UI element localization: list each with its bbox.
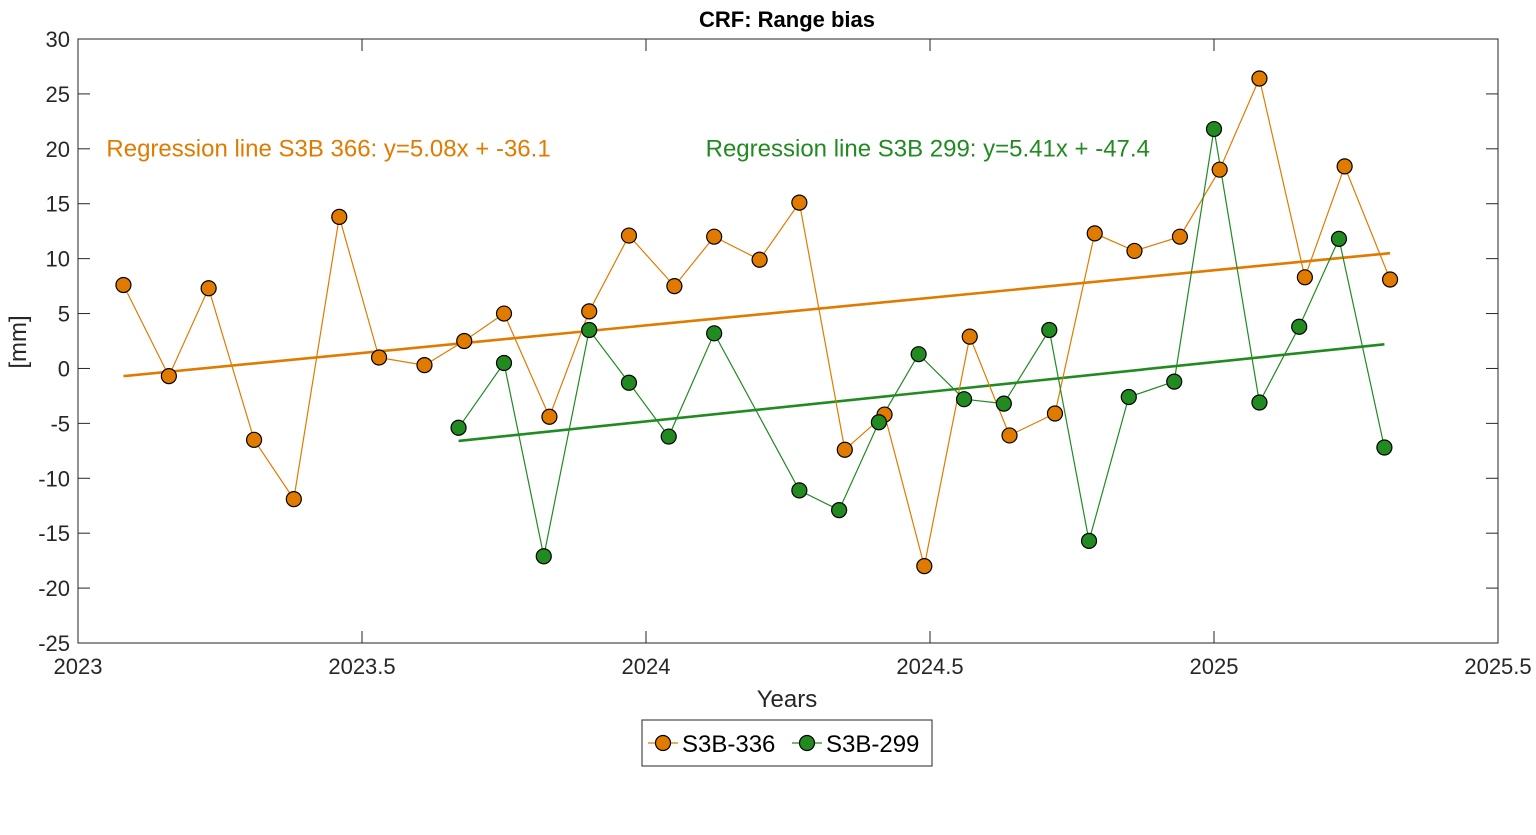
data-point — [416, 357, 433, 374]
data-point — [791, 482, 808, 499]
x-tick-label: 2023.5 — [328, 654, 395, 679]
data-point — [535, 548, 552, 565]
data-point — [870, 414, 887, 431]
x-tick-label: 2024 — [622, 654, 671, 679]
regression-lines — [123, 251, 1391, 443]
y-tick-label: 15 — [46, 192, 70, 217]
data-point — [541, 408, 558, 425]
data-point — [495, 305, 513, 322]
data-point — [1046, 405, 1064, 422]
y-axis-title: [mm] — [5, 315, 32, 368]
legend-label: S3B-299 — [826, 731, 919, 758]
data-point — [1376, 439, 1393, 456]
data-point — [581, 303, 598, 320]
legend-marker — [798, 734, 816, 752]
data-point — [1330, 230, 1348, 247]
data-point — [1251, 394, 1268, 411]
y-tick-label: -10 — [38, 466, 70, 491]
data-point — [620, 374, 638, 391]
data-point — [581, 321, 598, 339]
data-point — [916, 558, 933, 575]
legend-label: S3B-336 — [682, 731, 775, 758]
data-point — [836, 441, 853, 458]
y-tick-label: -25 — [38, 631, 70, 656]
data-point — [200, 280, 217, 297]
data-point — [1041, 321, 1058, 339]
legend: S3B-336 S3B-299 — [641, 719, 933, 767]
data-point — [666, 277, 683, 295]
data-point — [620, 227, 638, 244]
legend-box — [641, 719, 933, 767]
y-tick-label: 30 — [46, 27, 70, 52]
data-point — [1291, 318, 1308, 335]
data-point — [831, 502, 848, 519]
data-point — [160, 368, 177, 385]
annotations: Regression line S3B 366: y=5.08x + -36.1… — [106, 136, 1150, 163]
data-point — [1001, 427, 1018, 444]
x-tick-label: 2025 — [1190, 654, 1239, 679]
data-point — [1296, 269, 1313, 286]
data-point — [910, 346, 927, 363]
data-point — [1086, 225, 1103, 242]
data-point — [660, 428, 677, 445]
data-point — [1205, 120, 1223, 138]
x-tick-label: 2024.5 — [896, 654, 963, 679]
series-markers — [115, 70, 1399, 575]
plot-area — [77, 38, 1499, 644]
data-point — [791, 194, 808, 211]
data-point — [1211, 161, 1228, 178]
data-point — [370, 349, 388, 366]
series-line — [458, 129, 1385, 557]
data-point — [961, 328, 978, 345]
data-point — [955, 391, 973, 408]
data-point — [1336, 158, 1353, 175]
y-tick-label: -5 — [50, 411, 70, 436]
regression-line — [458, 343, 1385, 443]
y-tick-label: 10 — [46, 247, 70, 272]
y-axis: -25 -20 -15 -10 -5 0 5 10 15 20 25 30 — [38, 27, 1498, 656]
x-tick-label: 2023 — [54, 654, 103, 679]
y-tick-label: 20 — [46, 137, 70, 162]
data-point — [245, 431, 263, 448]
data-point — [456, 332, 473, 350]
y-tick-label: 5 — [58, 302, 70, 327]
regression-line — [123, 251, 1391, 378]
data-point — [115, 276, 132, 294]
data-point — [450, 419, 467, 436]
regression-annotation: Regression line S3B 299: y=5.41x + -47.4 — [706, 136, 1150, 163]
data-point — [706, 228, 723, 245]
data-point — [285, 491, 302, 508]
data-point — [995, 395, 1012, 412]
data-point — [1251, 70, 1268, 87]
y-tick-label: -20 — [38, 576, 70, 601]
data-point — [751, 251, 768, 268]
data-point — [1120, 388, 1137, 406]
data-point — [1080, 532, 1098, 549]
data-point — [331, 208, 348, 226]
chart-title: CRF: Range bias — [699, 7, 875, 32]
data-point — [495, 354, 513, 372]
data-point — [1126, 242, 1143, 260]
y-tick-label: 0 — [58, 356, 70, 381]
legend-marker — [654, 734, 672, 752]
y-tick-label: -15 — [38, 521, 70, 546]
x-axis: 2023 2023.5 2024 2024.5 2025 2025.5 — [54, 39, 1532, 679]
x-tick-label: 2025.5 — [1464, 654, 1531, 679]
y-tick-label: 25 — [46, 82, 70, 107]
regression-annotation: Regression line S3B 366: y=5.08x + -36.1 — [106, 136, 550, 163]
data-point — [1171, 228, 1189, 245]
data-point — [1166, 373, 1183, 390]
data-point — [1381, 271, 1399, 288]
data-point — [706, 325, 723, 342]
x-axis-title: Years — [757, 686, 818, 713]
